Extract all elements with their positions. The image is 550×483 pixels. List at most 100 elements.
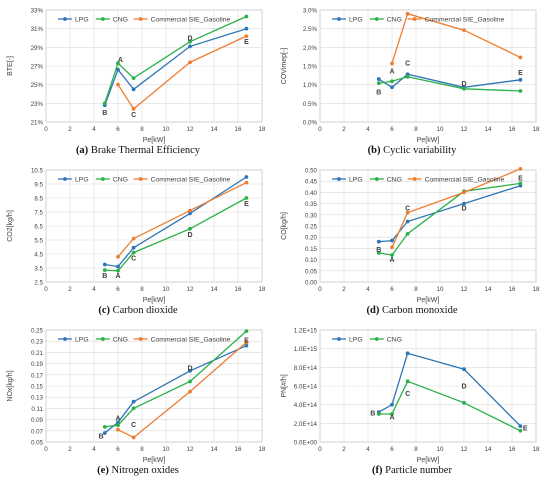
data-point-lpg bbox=[116, 67, 120, 72]
legend-label: LPG bbox=[75, 177, 89, 184]
caption-e: (e) Nitrogen oxides bbox=[4, 465, 272, 476]
x-tick-label: 14 bbox=[485, 126, 492, 133]
y-tick-label: 0.11 bbox=[31, 406, 43, 413]
series-line-commercial-sie-gasoline bbox=[117, 182, 247, 258]
x-tick-label: 14 bbox=[211, 446, 218, 453]
x-tick-label: 6 bbox=[390, 126, 394, 133]
data-point-commercial-sie-gasoline bbox=[390, 245, 394, 250]
x-tick-label: 12 bbox=[187, 446, 194, 453]
legend-marker bbox=[374, 337, 379, 341]
x-tick-label: 6 bbox=[116, 446, 120, 453]
data-point-lpg bbox=[390, 85, 394, 90]
legend-marker bbox=[100, 17, 105, 21]
data-point-commercial-sie-gasoline bbox=[131, 435, 136, 440]
data-point-commercial-sie-gasoline bbox=[462, 28, 466, 33]
x-axis-label: Pe[kW] bbox=[143, 137, 166, 144]
x-tick-label: 18 bbox=[533, 286, 540, 293]
x-tick-label: 6 bbox=[390, 446, 394, 453]
caption-a-text: Brake Thermal Efficiency bbox=[90, 145, 201, 156]
x-tick-label: 16 bbox=[235, 126, 242, 133]
y-tick-label: 5.5 bbox=[34, 238, 43, 245]
data-point-cng bbox=[131, 250, 136, 255]
legend-label: CNG bbox=[387, 337, 402, 344]
data-point-cng bbox=[405, 379, 410, 384]
point-label: A bbox=[389, 257, 394, 264]
y-tick-label: 2.5% bbox=[303, 26, 318, 33]
data-point-cng bbox=[518, 181, 523, 186]
panel-a: 21% 23% 25% 27% 29% 31% 33% 0 2 4 6 8 10 12 14 16 18 Pe[k… bbox=[4, 2, 272, 160]
x-tick-label: 10 bbox=[163, 126, 170, 133]
y-tick-label: 0.35 bbox=[305, 201, 318, 208]
y-tick-label: 0.40 bbox=[305, 190, 318, 197]
data-point-cng bbox=[405, 231, 410, 236]
point-label: E bbox=[244, 201, 249, 208]
x-tick-label: 14 bbox=[211, 126, 218, 133]
legend-label: LPG bbox=[349, 17, 363, 24]
chart-pn: 0.0E+00 2.0E+14 4.0E+14 6.0E+14 8.0E+14 1.0E+… bbox=[281, 328, 540, 465]
x-tick-label: 6 bbox=[116, 126, 120, 133]
data-point-lpg bbox=[518, 424, 523, 429]
x-tick-label: 8 bbox=[140, 286, 144, 293]
x-tick-label: 0 bbox=[318, 446, 322, 453]
legend-marker bbox=[374, 17, 379, 21]
data-point-cng bbox=[116, 61, 120, 66]
y-tick-label: 25% bbox=[31, 82, 44, 89]
y-tick-label: 2.5 bbox=[34, 280, 43, 287]
legend-marker bbox=[337, 177, 341, 181]
x-tick-label: 12 bbox=[461, 286, 468, 293]
x-tick-label: 10 bbox=[163, 286, 170, 293]
caption-c: (c) Carbon dioxide bbox=[4, 305, 272, 316]
data-point-commercial-sie-gasoline bbox=[244, 34, 249, 39]
y-tick-label: 0.13 bbox=[31, 395, 44, 402]
x-tick-label: 16 bbox=[509, 446, 516, 453]
data-point-cng bbox=[462, 400, 466, 405]
chart-cov: 0.0% 0.5% 1.0% 1.5% 2.0% 2.5% 3.0% 0 2 4 6 8 10 12 14 1… bbox=[281, 8, 540, 145]
data-point-cng bbox=[376, 81, 381, 86]
x-tick-label: 8 bbox=[140, 126, 144, 133]
y-axis-label: CO[kg/h] bbox=[281, 212, 288, 240]
data-point-commercial-sie-gasoline bbox=[188, 208, 192, 213]
y-tick-label: 0.5% bbox=[303, 101, 318, 108]
data-point-commercial-sie-gasoline bbox=[462, 190, 466, 195]
y-tick-label: 0.45 bbox=[305, 179, 318, 186]
data-point-lpg bbox=[102, 262, 107, 267]
point-label: B bbox=[376, 247, 381, 254]
y-tick-label: 0.17 bbox=[31, 372, 44, 379]
data-point-cng bbox=[116, 423, 120, 428]
point-label: A bbox=[118, 57, 123, 64]
data-point-lpg bbox=[405, 219, 410, 224]
point-label: E bbox=[518, 70, 523, 77]
x-tick-label: 2 bbox=[342, 446, 346, 453]
y-tick-label: 4.0E+14 bbox=[294, 402, 318, 409]
data-point-lpg bbox=[390, 402, 394, 407]
data-point-commercial-sie-gasoline bbox=[244, 180, 249, 185]
y-tick-label: 0.05 bbox=[305, 268, 318, 275]
x-tick-label: 2 bbox=[342, 286, 346, 293]
data-point-lpg bbox=[188, 44, 192, 49]
y-tick-label: 0.21 bbox=[31, 350, 44, 357]
point-label: A bbox=[115, 273, 120, 280]
y-axis-label: CO2[kg/h] bbox=[7, 210, 14, 242]
y-tick-label: 0.25 bbox=[305, 224, 318, 231]
legend-label: CNG bbox=[387, 177, 402, 184]
x-tick-label: 16 bbox=[509, 126, 516, 133]
x-tick-label: 14 bbox=[485, 286, 492, 293]
y-axis-label: NOx[kg/h] bbox=[7, 370, 14, 401]
x-tick-label: 16 bbox=[235, 286, 242, 293]
point-label: E bbox=[523, 426, 528, 433]
x-tick-label: 4 bbox=[92, 446, 96, 453]
y-tick-label: 0.19 bbox=[31, 361, 44, 368]
data-point-lpg bbox=[462, 367, 466, 372]
y-tick-label: 0.05 bbox=[31, 440, 44, 447]
y-axis-label: PN[#/h] bbox=[281, 374, 288, 397]
data-point-lpg bbox=[405, 72, 410, 77]
data-point-commercial-sie-gasoline bbox=[188, 60, 192, 65]
y-axis-label: BTE[-] bbox=[7, 56, 14, 76]
y-tick-label: 0.23 bbox=[31, 339, 44, 346]
x-tick-label: 18 bbox=[259, 446, 266, 453]
data-point-cng bbox=[116, 268, 120, 273]
legend-marker bbox=[138, 177, 143, 181]
data-point-lpg bbox=[131, 399, 136, 404]
y-tick-label: 0.15 bbox=[31, 384, 44, 391]
x-tick-label: 18 bbox=[259, 286, 266, 293]
